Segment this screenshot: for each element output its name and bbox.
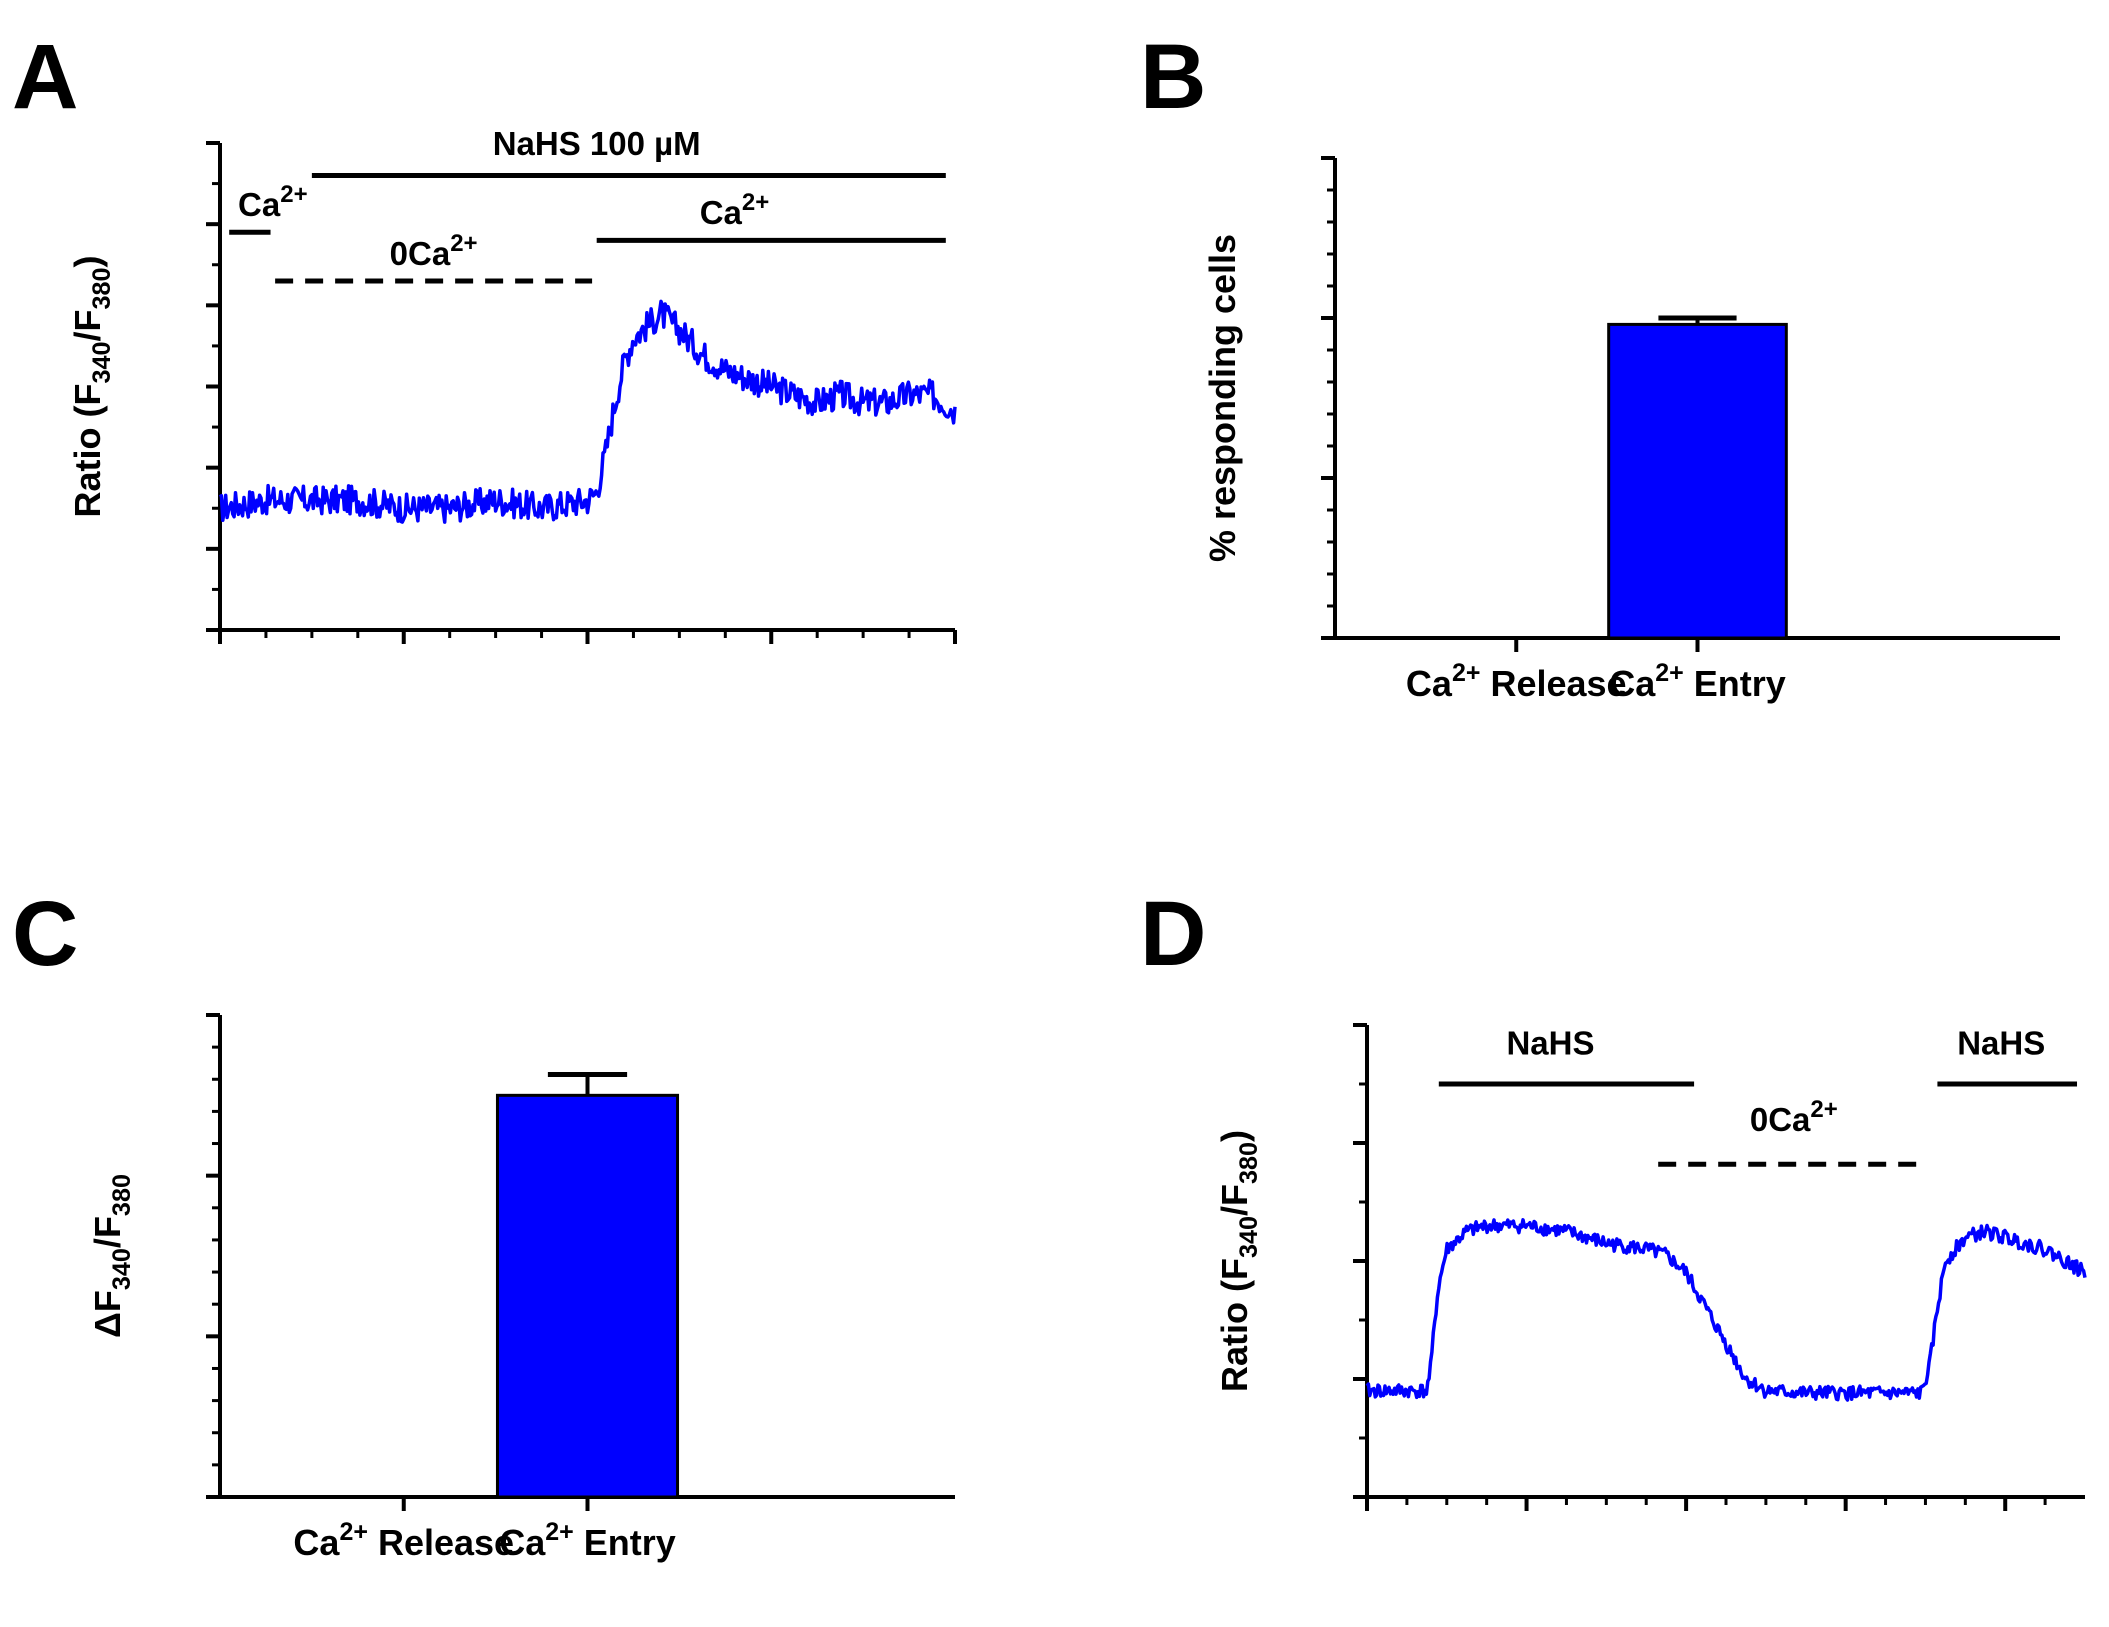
annotation-label: NaHS (1957, 1025, 2045, 1062)
category-label-text: Ca (1406, 663, 1453, 704)
annotation-label-superscript: 2+ (1810, 1096, 1837, 1123)
category-label-text: Release (368, 1522, 514, 1563)
panel-label-c: C (12, 883, 78, 985)
annotation-label-text: NaHS (1957, 1025, 2045, 1062)
y-axis-label: % responding cells (1202, 234, 1243, 562)
y-axis-label-subscript: 340 (88, 342, 116, 384)
category-label-text: Entry (574, 1522, 676, 1563)
annotation-label-text: 0Ca (390, 235, 451, 272)
y-axis-label-part: /F (1214, 1184, 1255, 1216)
annotation-label-text: NaHS 100 µM (493, 125, 701, 162)
annotation-label: 0Ca2+ (1750, 1096, 1838, 1138)
x-category-label: Ca2+ Release (293, 1518, 514, 1563)
panel-d-line-chart: Ratio (F340/F380) NaHS 0Ca2+ NaHS (1214, 1023, 2087, 1511)
category-label-text: Ca (293, 1522, 340, 1563)
annotation-label-text: 0Ca (1750, 1101, 1811, 1138)
y-axis-label-subscript: 380 (1235, 1142, 1263, 1184)
annotation-label: NaHS 100 µM (493, 125, 701, 162)
category-label-text: Entry (1684, 663, 1786, 704)
annotation-label-text: NaHS (1506, 1025, 1594, 1062)
y-axis-label: Ratio (F340/F380) (1214, 1130, 1263, 1392)
x-category-label: Ca2+ Entry (1609, 659, 1786, 704)
panel-label-d: D (1140, 883, 1206, 985)
annotation-label: Ca2+ (238, 181, 308, 223)
y-axis-label: ΔF340/F380 (87, 1174, 136, 1338)
y-axis-label-part: ) (67, 255, 108, 267)
annotation-label-superscript: 2+ (742, 189, 769, 216)
y-axis-label: Ratio (F340/F380) (67, 255, 116, 517)
y-axis-label-subscript: 380 (108, 1174, 136, 1216)
y-axis-label-subscript: 340 (108, 1248, 136, 1290)
category-label-superscript: 2+ (1655, 659, 1684, 687)
y-axis-label-part: /F (67, 310, 108, 342)
annotation-label-superscript: 2+ (450, 230, 477, 257)
y-axis-label-subscript: 340 (1235, 1216, 1263, 1258)
y-axis-label-subscript: 380 (88, 267, 116, 309)
panel-label-a: A (12, 26, 78, 128)
bar-entry (1607, 322, 1788, 640)
annotation-label-text: Ca (700, 194, 743, 231)
category-label-superscript: 2+ (339, 1518, 368, 1546)
bar-entry (495, 1093, 680, 1499)
series-line-ratio (218, 299, 957, 524)
category-label-text: Ca (1609, 663, 1656, 704)
annotation-label: 0Ca2+ (390, 230, 478, 272)
x-category-label: Ca2+ Entry (499, 1518, 676, 1563)
series-line-ratio (1365, 1218, 2087, 1402)
annotation-label: NaHS (1506, 1025, 1594, 1062)
category-label-superscript: 2+ (545, 1518, 574, 1546)
x-category-label: Ca2+ Release (1406, 659, 1627, 704)
category-label-text: Release (1480, 663, 1626, 704)
y-axis-label-part: /F (87, 1216, 128, 1248)
y-axis-label-part: Ratio (F (67, 384, 108, 518)
y-axis-label-part: ) (1214, 1130, 1255, 1142)
panel-a-line-chart: Ratio (F340/F380)NaHS 100 µMCa2+0Ca2+Ca2… (67, 125, 957, 644)
category-label-superscript: 2+ (1452, 659, 1481, 687)
annotation-label-text: Ca (238, 186, 281, 223)
y-axis-label-part: ΔF (87, 1290, 128, 1338)
annotation-label: Ca2+ (700, 189, 770, 231)
panel-label-b: B (1140, 26, 1206, 128)
category-label-text: Ca (499, 1522, 546, 1563)
y-axis-label-part: Ratio (F (1214, 1258, 1255, 1392)
annotation-label-superscript: 2+ (280, 181, 307, 208)
